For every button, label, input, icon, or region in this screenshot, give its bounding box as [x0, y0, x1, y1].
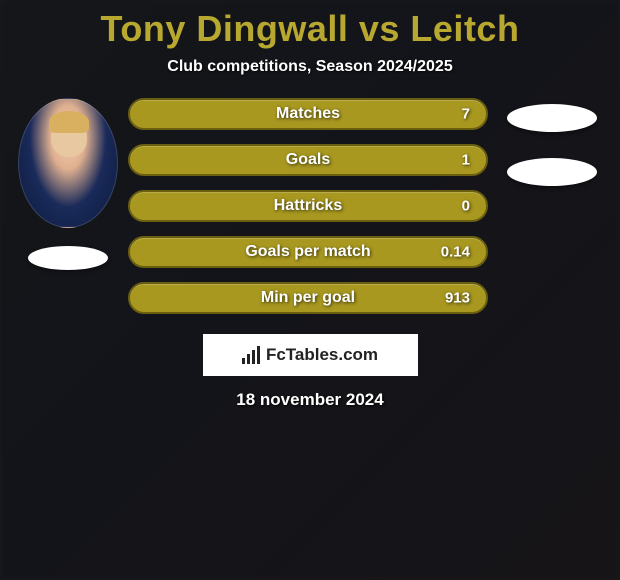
- logo-text: FcTables.com: [266, 345, 378, 365]
- stat-label: Goals: [130, 151, 486, 169]
- page-title: Tony Dingwall vs Leitch: [0, 8, 620, 50]
- stat-label: Goals per match: [130, 243, 486, 261]
- stat-bar-matches: Matches 7: [128, 98, 488, 130]
- date-label: 18 november 2024: [0, 390, 620, 410]
- main-row: Matches 7 Goals 1 Hattricks 0 Goals per …: [0, 98, 620, 328]
- stat-label: Hattricks: [130, 197, 486, 215]
- stat-bar-goals: Goals 1: [128, 144, 488, 176]
- fctables-logo: FcTables.com: [203, 334, 418, 376]
- stat-bar-hattricks: Hattricks 0: [128, 190, 488, 222]
- bar-chart-icon: [242, 346, 260, 364]
- stat-value: 913: [445, 290, 470, 307]
- stat-value: 0: [462, 198, 470, 215]
- right-column: [492, 98, 612, 186]
- stat-value: 0.14: [441, 244, 470, 261]
- stat-value: 1: [462, 152, 470, 169]
- stat-bar-goals-per-match: Goals per match 0.14: [128, 236, 488, 268]
- player-avatar: [18, 98, 118, 228]
- right-oval-placeholder-1: [507, 104, 597, 132]
- left-oval-placeholder: [28, 246, 108, 270]
- stat-value: 7: [462, 106, 470, 123]
- stat-label: Min per goal: [130, 289, 486, 307]
- stat-label: Matches: [130, 105, 486, 123]
- left-column: [8, 98, 128, 270]
- content-wrapper: Tony Dingwall vs Leitch Club competition…: [0, 0, 620, 410]
- stat-bar-min-per-goal: Min per goal 913: [128, 282, 488, 314]
- subtitle: Club competitions, Season 2024/2025: [0, 58, 620, 76]
- stats-column: Matches 7 Goals 1 Hattricks 0 Goals per …: [128, 98, 492, 328]
- right-oval-placeholder-2: [507, 158, 597, 186]
